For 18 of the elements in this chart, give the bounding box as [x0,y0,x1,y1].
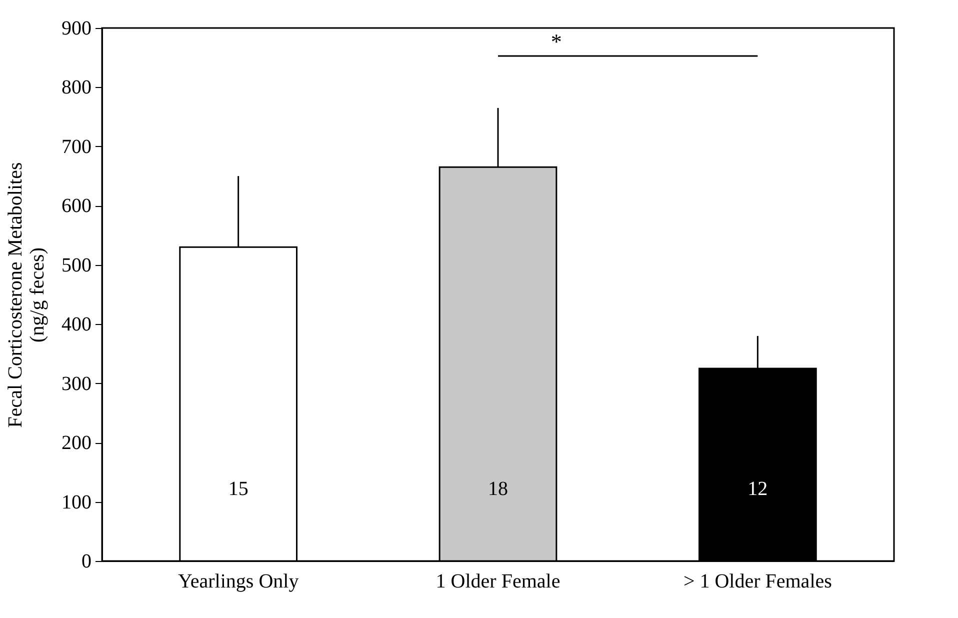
y-tick-label: 100 [62,491,92,514]
x-tick-label: > 1 Older Females [683,570,832,592]
x-tick-label: 1 Older Female [436,570,560,592]
annotation: 18 [488,478,508,500]
y-tick-label: 0 [82,550,92,572]
y-tick-label: 200 [62,432,92,454]
y-tick-label: 400 [62,314,92,336]
annotation: 12 [748,478,768,500]
annotation: 15 [228,478,248,500]
y-axis-title: Fecal Corticosterone Metabolites (ng/g feces) [4,162,48,428]
y-tick-label: 600 [62,195,92,218]
y-tick-label: 800 [62,76,92,99]
y-tick-label: 700 [62,136,92,158]
y-tick-label: 900 [62,18,92,40]
y-tick-label: 500 [62,254,92,276]
y-tick-label: 300 [62,372,92,395]
x-tick-label: Yearlings Only [178,570,299,592]
annotation: * [550,28,562,54]
